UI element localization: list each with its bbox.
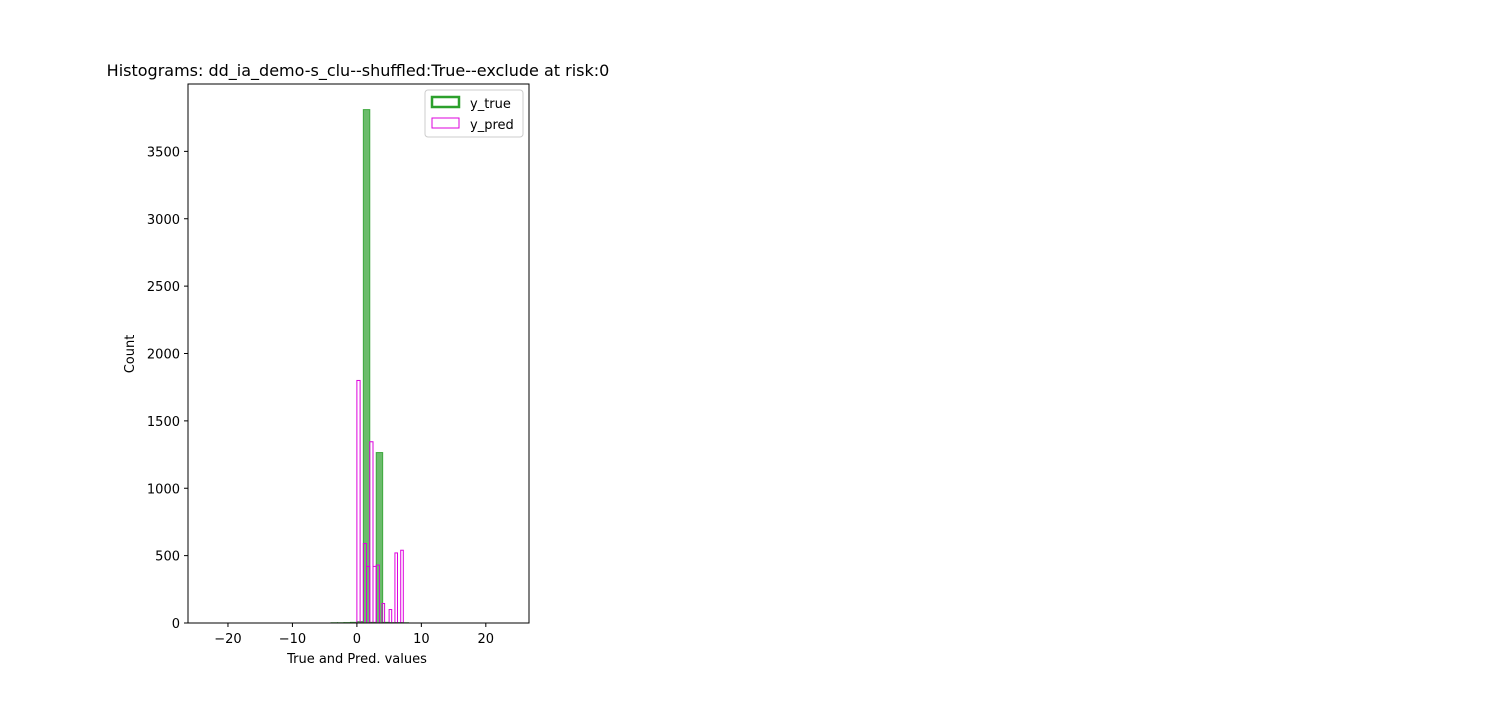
y-tick-label: 0: [172, 617, 180, 632]
y-tick-label: 1500: [147, 415, 180, 430]
legend: y_true y_pred: [425, 90, 523, 137]
y-axis-label: Count: [123, 335, 138, 374]
chart-title: Histograms: dd_ia_demo-s_clu--shuffled:T…: [107, 61, 610, 81]
legend-label-y-true: y_true: [470, 97, 511, 112]
y-tick-label: 2500: [147, 280, 180, 295]
x-tick-label: 20: [478, 632, 495, 647]
y-tick-label: 3000: [147, 213, 180, 228]
x-tick-label: 10: [413, 632, 430, 647]
y-tick-label: 2000: [147, 348, 180, 363]
x-axis-label: True and Pred. values: [286, 652, 427, 667]
y-tick-label: 3500: [147, 145, 180, 160]
x-tick-label: −10: [279, 632, 306, 647]
y-tick-label: 500: [155, 550, 180, 565]
x-tick-label: −20: [214, 632, 241, 647]
y-tick-label: 1000: [147, 482, 180, 497]
x-tick-label: 0: [353, 632, 361, 647]
legend-label-y-pred: y_pred: [470, 118, 514, 133]
